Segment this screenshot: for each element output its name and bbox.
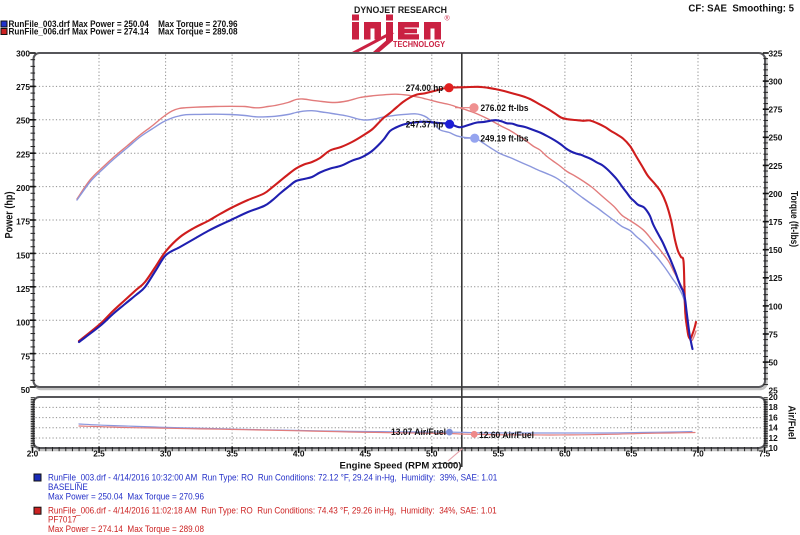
svg-text:12.60 Air/Fuel: 12.60 Air/Fuel — [479, 430, 534, 440]
svg-text:Max Power = 250.04 Max Torque: Max Power = 250.04 Max Torque = 270.96 — [48, 491, 204, 501]
svg-text:20: 20 — [769, 392, 779, 402]
svg-text:247.37 hp: 247.37 hp — [406, 120, 444, 130]
svg-text:Max Torque = 289.08: Max Torque = 289.08 — [158, 26, 237, 37]
svg-text:225: 225 — [16, 149, 30, 159]
svg-text:250: 250 — [769, 133, 783, 143]
svg-text:4.5: 4.5 — [359, 449, 371, 459]
svg-text:Air/Fuel: Air/Fuel — [786, 406, 797, 440]
svg-text:RunFile_006.drf Max Power = 27: RunFile_006.drf Max Power = 274.14 — [9, 26, 149, 37]
svg-text:Max Power = 274.14 Max Torque: Max Power = 274.14 Max Torque = 289.08 — [48, 524, 204, 534]
svg-text:50: 50 — [21, 385, 31, 395]
svg-text:12: 12 — [769, 433, 779, 443]
svg-text:PF7017: PF7017 — [48, 514, 77, 524]
svg-text:75: 75 — [769, 329, 779, 339]
svg-text:325: 325 — [769, 48, 783, 58]
svg-text:25: 25 — [769, 386, 779, 396]
svg-text:TECHNOLOGY: TECHNOLOGY — [393, 40, 446, 49]
svg-text:Torque (ft-lbs): Torque (ft-lbs) — [788, 191, 799, 247]
svg-text:200: 200 — [16, 183, 30, 193]
svg-text:DYNOJET RESEARCH: DYNOJET RESEARCH — [354, 5, 447, 16]
svg-text:3.0: 3.0 — [160, 449, 172, 459]
svg-text:300: 300 — [16, 48, 30, 58]
svg-text:RunFile_003.drf - 4/14/2016 10: RunFile_003.drf - 4/14/2016 10:32:00 AM … — [48, 472, 497, 482]
svg-text:125: 125 — [769, 273, 783, 283]
svg-text:249.19 ft-lbs: 249.19 ft-lbs — [481, 134, 529, 144]
svg-text:175: 175 — [769, 217, 783, 227]
svg-text:274.00 hp: 274.00 hp — [406, 83, 444, 93]
svg-text:2.0: 2.0 — [27, 449, 39, 459]
svg-text:50: 50 — [769, 358, 779, 368]
svg-text:5.5: 5.5 — [493, 449, 505, 459]
svg-text:CF: SAE Smoothing: 5: CF: SAE Smoothing: 5 — [688, 3, 794, 14]
svg-text:16: 16 — [769, 412, 779, 422]
svg-text:RunFile_003.drf Max Power = 25: RunFile_003.drf Max Power = 250.04 — [9, 18, 149, 29]
svg-text:6.5: 6.5 — [626, 449, 638, 459]
svg-text:275: 275 — [769, 105, 783, 115]
svg-text:7.5: 7.5 — [759, 449, 771, 459]
svg-text:150: 150 — [16, 250, 30, 260]
svg-text:275: 275 — [16, 82, 30, 92]
svg-text:3.5: 3.5 — [226, 449, 238, 459]
svg-text:Engine Speed (RPM x1000): Engine Speed (RPM x1000) — [340, 460, 462, 471]
svg-text:4.0: 4.0 — [293, 449, 305, 459]
svg-text:Power (hp): Power (hp) — [4, 191, 16, 238]
svg-text:250: 250 — [16, 116, 30, 126]
svg-text:225: 225 — [769, 161, 783, 171]
svg-text:2.5: 2.5 — [93, 449, 105, 459]
svg-text:150: 150 — [769, 245, 783, 255]
svg-text:7.0: 7.0 — [692, 449, 704, 459]
svg-text:175: 175 — [16, 217, 30, 227]
svg-text:5.0: 5.0 — [426, 449, 438, 459]
svg-text:10: 10 — [769, 443, 779, 453]
svg-text:14: 14 — [769, 423, 779, 433]
svg-text:6.0: 6.0 — [559, 449, 571, 459]
svg-text:100: 100 — [769, 301, 783, 311]
svg-text:75: 75 — [21, 351, 31, 361]
svg-text:125: 125 — [16, 284, 30, 294]
svg-text:276.02 ft-lbs: 276.02 ft-lbs — [481, 103, 529, 113]
svg-text:100: 100 — [16, 318, 30, 328]
svg-text:18: 18 — [769, 402, 779, 412]
svg-text:Max Torque = 270.96: Max Torque = 270.96 — [158, 18, 237, 29]
svg-text:300: 300 — [769, 77, 783, 87]
svg-text:RunFile_006.drf - 4/14/2016 11: RunFile_006.drf - 4/14/2016 11:02:18 AM … — [48, 505, 497, 515]
svg-text:200: 200 — [769, 189, 783, 199]
svg-text:BASELINE: BASELINE — [48, 482, 88, 492]
svg-text:®: ® — [445, 15, 451, 23]
svg-text:13.07 Air/Fuel: 13.07 Air/Fuel — [391, 427, 446, 437]
